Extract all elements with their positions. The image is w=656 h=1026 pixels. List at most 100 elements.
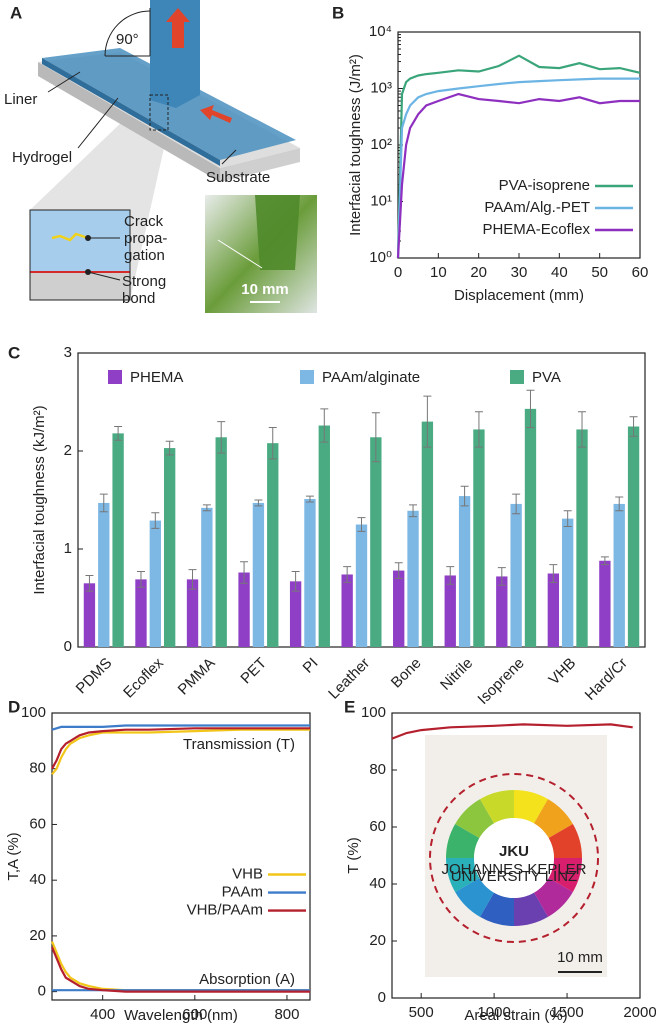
- y-tick-label: 80: [369, 761, 386, 778]
- y-tick-label: 10⁴: [369, 23, 392, 40]
- bar: [319, 426, 330, 647]
- y-tick-label: 2: [64, 442, 72, 459]
- x-tick-label: PDMS: [73, 655, 116, 698]
- crack-label: gation: [124, 247, 165, 264]
- y-tick-label: 10⁰: [369, 249, 392, 266]
- bar: [562, 519, 573, 647]
- bar: [370, 437, 381, 647]
- scale-label: 10 mm: [557, 949, 603, 966]
- crack-label: propa-: [124, 230, 167, 247]
- y-tick-label: 1: [64, 540, 72, 557]
- x-tick-label: Hard/Cr: [582, 655, 631, 704]
- chart: C0123Interfacial toughness (kJ/m²)PDMSEc…: [8, 343, 645, 707]
- bar: [473, 429, 484, 647]
- bar: [304, 499, 315, 647]
- x-axis-label: Displacement (mm): [454, 287, 584, 304]
- crack-label: Crack: [124, 213, 164, 230]
- angle-label: 90°: [116, 31, 139, 48]
- bar: [356, 525, 367, 648]
- x-tick-label: Isoprene: [474, 655, 527, 708]
- panel-label: E: [344, 697, 355, 716]
- annotation: Absorption (A): [199, 971, 295, 988]
- x-tick-label: PET: [237, 655, 270, 688]
- bar: [628, 427, 639, 648]
- x-tick-label: 60: [632, 264, 649, 281]
- legend-label: PAAm: [222, 884, 263, 901]
- legend-label: PVA-isoprene: [499, 177, 590, 194]
- logo: JKU: [499, 843, 529, 860]
- bar: [135, 579, 146, 647]
- x-tick-label: 800: [274, 1006, 299, 1023]
- bar: [510, 504, 521, 647]
- inset-substrate: [30, 272, 130, 300]
- x-tick-label: Nitrile: [437, 655, 476, 694]
- bond-label: Strong: [122, 273, 166, 290]
- bar: [445, 575, 456, 647]
- y-tick-label: 60: [369, 818, 386, 835]
- bar: [576, 429, 587, 647]
- bar: [496, 576, 507, 647]
- y-tick-label: 0: [64, 638, 72, 655]
- y-axis-label: T (%): [345, 837, 362, 873]
- x-tick-label: 400: [90, 1006, 115, 1023]
- legend-label: VHB: [232, 865, 263, 882]
- x-tick-label: PMMA: [175, 655, 219, 699]
- logo-subtitle: UNIVERSITY LINZ: [451, 868, 577, 885]
- bond-label: bond: [122, 290, 155, 307]
- plot-frame: [52, 713, 310, 1000]
- bar: [98, 503, 109, 647]
- y-tick-label: 0: [378, 989, 386, 1006]
- x-tick-label: 50: [591, 264, 608, 281]
- x-axis-label: Areal strain (%): [464, 1007, 567, 1024]
- bar: [84, 583, 95, 647]
- legend-label: PVA: [532, 369, 561, 386]
- y-axis-label: Interfacial toughness (kJ/m²): [31, 405, 48, 594]
- panel-a-illustration: [30, 0, 317, 313]
- x-tick-label: Leather: [325, 655, 373, 703]
- part-label: Hydrogel: [12, 149, 72, 166]
- legend-label: PAAm/alginate: [322, 369, 420, 386]
- y-tick-label: 3: [64, 344, 72, 361]
- legend-label: PHEMA: [130, 369, 183, 386]
- y-tick-label: 10³: [370, 79, 392, 96]
- legend-label: PAAm/Alg.-PET: [484, 199, 590, 216]
- chart: D020406080100T,A (%)400600800Wavelength …: [5, 697, 310, 1023]
- inset-gel: [30, 210, 130, 272]
- y-tick-label: 10²: [370, 136, 392, 153]
- part-label: Substrate: [206, 169, 270, 186]
- panel-label: B: [332, 3, 344, 22]
- y-tick-label: 80: [29, 760, 46, 777]
- bar: [253, 503, 264, 647]
- x-tick-label: VHB: [545, 655, 579, 689]
- x-tick-label: 30: [511, 264, 528, 281]
- y-tick-label: 60: [29, 815, 46, 832]
- panel-label: A: [10, 3, 22, 22]
- bar: [164, 448, 175, 647]
- bar: [599, 561, 610, 647]
- y-tick-label: 20: [369, 932, 386, 949]
- y-tick-label: 100: [21, 704, 46, 721]
- bar: [548, 574, 559, 648]
- legend-swatch: [108, 370, 122, 384]
- legend-label: VHB/PAAm: [187, 902, 263, 919]
- bar: [459, 496, 470, 647]
- bar: [393, 571, 404, 647]
- scale-label: 10 mm: [241, 281, 289, 298]
- x-tick-label: 40: [551, 264, 568, 281]
- x-tick-label: Bone: [388, 655, 425, 692]
- bar: [341, 574, 352, 647]
- part-label: Liner: [4, 91, 37, 108]
- y-axis-label: T,A (%): [5, 832, 22, 880]
- bar: [201, 508, 212, 647]
- y-tick-label: 40: [369, 875, 386, 892]
- legend-swatch: [510, 370, 524, 384]
- bar: [407, 511, 418, 647]
- bar: [112, 433, 123, 647]
- y-tick-label: 20: [29, 927, 46, 944]
- y-tick-label: 40: [29, 871, 46, 888]
- bar: [614, 504, 625, 647]
- x-tick-label: 500: [409, 1004, 434, 1021]
- bar: [267, 443, 278, 647]
- annotation: Transmission (T): [183, 736, 295, 753]
